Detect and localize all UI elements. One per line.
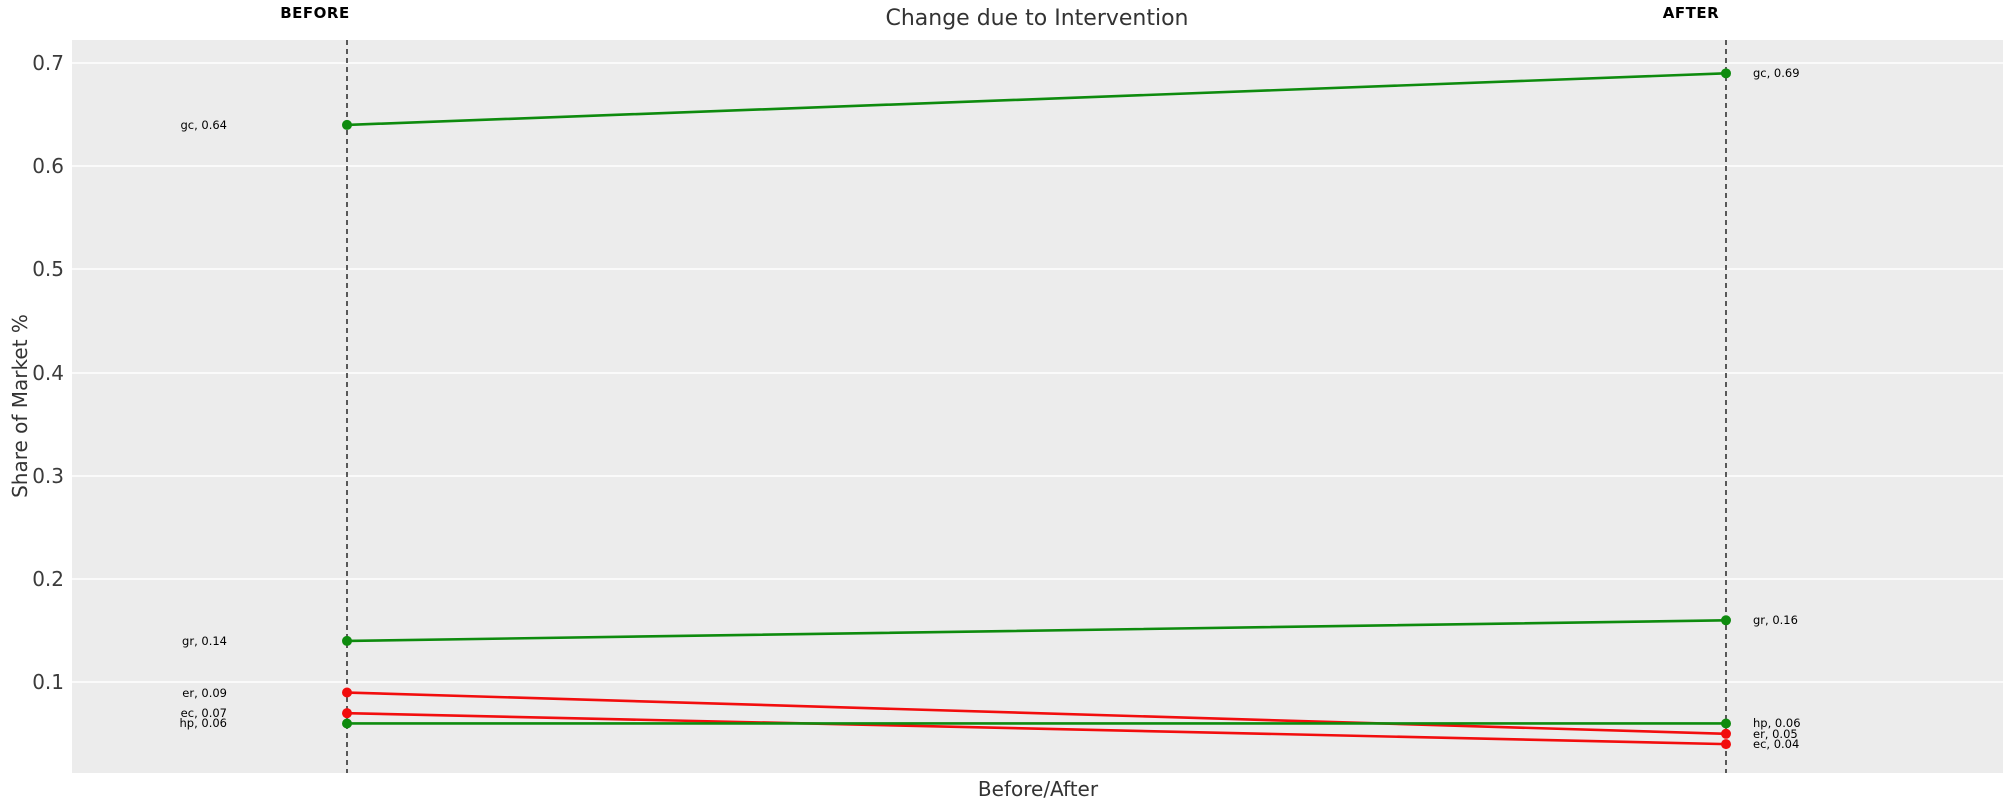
y-tick-label-0.5: 0.5 bbox=[32, 257, 64, 281]
point-label-gc-before: gc, 0.64 bbox=[180, 118, 227, 132]
plot-area: gc, 0.64 gc, 0.69 gr, 0.14 gr, 0.16 er, 0.09… bbox=[72, 40, 2003, 773]
data-point-hp-before bbox=[342, 718, 352, 729]
data-point-gc-after bbox=[1721, 68, 1731, 79]
data-point-ec-before bbox=[342, 708, 352, 719]
gridline-0.4 bbox=[72, 372, 2003, 374]
gridline-0.7 bbox=[72, 62, 2003, 64]
chart-title: Change due to Intervention bbox=[885, 6, 1189, 31]
point-label-hp-before: hp, 0.06 bbox=[179, 716, 227, 730]
series-line-er bbox=[345, 691, 1728, 736]
x-axis-title: Before/After bbox=[977, 777, 1099, 801]
point-label-gc-after: gc, 0.69 bbox=[1753, 66, 1800, 80]
y-tick-label-0.3: 0.3 bbox=[32, 464, 64, 488]
point-label-gr-before: gr, 0.14 bbox=[182, 634, 227, 648]
y-tick-label-0.7: 0.7 bbox=[32, 51, 64, 75]
gridline-0.5 bbox=[72, 268, 2003, 270]
series-line-ec bbox=[345, 711, 1728, 746]
point-label-ec-after: ec, 0.04 bbox=[1753, 737, 1800, 751]
gridline-0.1 bbox=[72, 681, 2003, 683]
y-tick-label-0.4: 0.4 bbox=[32, 361, 64, 385]
series-line-gr bbox=[345, 618, 1728, 643]
series-line-gc bbox=[345, 72, 1728, 127]
gridline-0.6 bbox=[72, 165, 2003, 167]
chart-svg-layer bbox=[342, 40, 1731, 773]
y-tick-label-0.1: 0.1 bbox=[32, 670, 64, 694]
data-point-ec-after bbox=[1721, 739, 1731, 750]
data-point-gr-before bbox=[342, 635, 352, 646]
gridline-0.3 bbox=[72, 475, 2003, 477]
data-point-hp-after bbox=[1721, 718, 1731, 729]
point-label-gr-after: gr, 0.16 bbox=[1753, 613, 1798, 627]
gridline-0.2 bbox=[72, 578, 2003, 580]
data-point-er-before bbox=[342, 687, 352, 698]
data-point-er-after bbox=[1721, 728, 1731, 739]
data-point-gc-before bbox=[342, 119, 352, 130]
y-tick-label-0.6: 0.6 bbox=[32, 154, 64, 178]
point-label-er-after: er, 0.05 bbox=[1753, 727, 1798, 741]
y-tick-label-0.2: 0.2 bbox=[32, 567, 64, 591]
column-header-after: AFTER bbox=[1662, 4, 1720, 22]
data-point-gr-after bbox=[1721, 615, 1731, 626]
point-label-hp-after: hp, 0.06 bbox=[1753, 716, 1801, 730]
point-label-ec-before: ec, 0.07 bbox=[180, 706, 227, 720]
point-label-er-before: er, 0.09 bbox=[182, 686, 227, 700]
column-header-before: BEFORE bbox=[280, 4, 350, 22]
